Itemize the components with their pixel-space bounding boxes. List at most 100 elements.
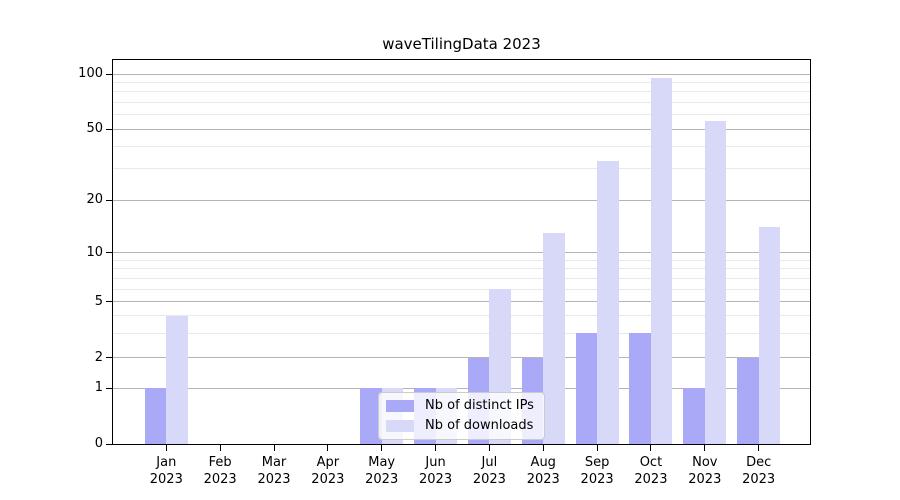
gridline-major bbox=[113, 252, 810, 254]
y-tick-label: 100 bbox=[78, 66, 103, 82]
x-tick-label: May 2023 bbox=[350, 454, 414, 488]
y-tick-label: 20 bbox=[86, 192, 103, 207]
x-tick-label: Jun 2023 bbox=[404, 454, 468, 488]
x-tick-label-year: 2023 bbox=[149, 472, 183, 487]
x-tick-label-year: 2023 bbox=[419, 472, 453, 487]
gridline-minor bbox=[113, 168, 810, 170]
bar-downloads bbox=[650, 78, 673, 444]
bar-distinct-ips bbox=[683, 388, 705, 444]
legend: Nb of distinct IPs Nb of downloads bbox=[378, 392, 545, 440]
x-tick-label-month: Nov bbox=[692, 455, 718, 470]
x-tick-label-month: Jan bbox=[156, 455, 177, 470]
legend-item-downloads: Nb of downloads bbox=[386, 419, 537, 433]
y-tick-mark bbox=[106, 301, 112, 303]
x-tick-mark bbox=[435, 445, 437, 451]
bar-distinct-ips bbox=[575, 333, 598, 444]
bar-distinct-ips bbox=[144, 388, 167, 444]
gridline-major bbox=[113, 387, 810, 389]
gridline-major bbox=[113, 301, 810, 303]
y-tick-mark bbox=[106, 387, 112, 389]
x-tick-label-month: Oct bbox=[639, 455, 663, 470]
x-tick-label-month: Aug bbox=[530, 455, 556, 470]
gridline-minor bbox=[113, 259, 810, 261]
x-tick-mark bbox=[327, 445, 329, 451]
y-tick-label: 10 bbox=[86, 244, 103, 260]
y-tick-label: 0 bbox=[94, 436, 103, 451]
gridline-minor bbox=[113, 91, 810, 93]
gridlines-layer bbox=[113, 60, 810, 444]
bar-distinct-ips bbox=[360, 388, 382, 444]
bar-distinct-ips bbox=[737, 357, 759, 444]
gridline-minor bbox=[113, 332, 810, 334]
legend-label-downloads: Nb of downloads bbox=[425, 418, 534, 433]
bar-downloads bbox=[704, 121, 727, 444]
x-tick-label-month: Jun bbox=[425, 455, 446, 470]
plot-area bbox=[112, 59, 811, 445]
x-tick-label: Jul 2023 bbox=[457, 454, 521, 488]
x-tick-label-year: 2023 bbox=[311, 472, 345, 487]
x-tick-mark bbox=[704, 445, 706, 451]
gridline-major bbox=[113, 199, 810, 201]
gridline-major bbox=[113, 128, 810, 130]
bar-downloads bbox=[166, 315, 188, 444]
x-tick-mark bbox=[381, 445, 383, 451]
y-tick-label: 2 bbox=[94, 349, 103, 365]
x-tick-mark bbox=[273, 445, 275, 451]
x-tick-label-year: 2023 bbox=[526, 472, 560, 487]
gridline-minor bbox=[113, 277, 810, 279]
x-tick-label-month: Jul bbox=[481, 455, 498, 470]
x-tick-label: Nov 2023 bbox=[673, 454, 737, 488]
x-tick-label: Apr 2023 bbox=[296, 454, 360, 488]
x-tick-label: Sep 2023 bbox=[565, 454, 629, 488]
x-tick-label-year: 2023 bbox=[203, 472, 237, 487]
x-tick-label-month: Apr bbox=[316, 455, 340, 470]
x-tick-label: Aug 2023 bbox=[511, 454, 575, 488]
gridline-minor bbox=[113, 101, 810, 103]
gridline-major bbox=[113, 73, 810, 75]
y-tick-mark bbox=[106, 357, 112, 359]
gridline-minor bbox=[113, 315, 810, 317]
y-tick-mark bbox=[106, 443, 112, 445]
x-tick-label: Mar 2023 bbox=[242, 454, 306, 488]
x-tick-mark bbox=[596, 445, 598, 451]
legend-swatch-distinct-ips bbox=[386, 400, 414, 412]
x-tick-label-month: Feb bbox=[208, 455, 232, 470]
x-tick-label-month: Mar bbox=[261, 455, 287, 470]
x-tick-label: Dec 2023 bbox=[727, 454, 791, 488]
x-tick-label-year: 2023 bbox=[742, 472, 776, 487]
x-tick-label-year: 2023 bbox=[580, 472, 614, 487]
x-tick-mark bbox=[758, 445, 760, 451]
bar-downloads bbox=[758, 227, 781, 444]
x-tick-label-month: Sep bbox=[584, 455, 610, 470]
x-tick-mark bbox=[219, 445, 221, 451]
gridline-major bbox=[113, 357, 810, 359]
x-tick-label-year: 2023 bbox=[257, 472, 291, 487]
gridline-minor bbox=[113, 145, 810, 147]
y-tick-label: 5 bbox=[94, 293, 103, 309]
x-tick-label: Oct 2023 bbox=[619, 454, 683, 488]
bar-downloads bbox=[597, 161, 619, 444]
y-tick-mark bbox=[106, 252, 112, 254]
legend-item-distinct-ips: Nb of distinct IPs bbox=[386, 399, 537, 413]
gridline-minor bbox=[113, 268, 810, 270]
y-tick-mark bbox=[106, 199, 112, 201]
x-tick-label-month: Dec bbox=[746, 455, 772, 470]
y-tick-mark bbox=[106, 128, 112, 130]
y-tick-label: 1 bbox=[94, 380, 103, 395]
x-tick-label-year: 2023 bbox=[688, 472, 722, 487]
gridline-minor bbox=[113, 81, 810, 83]
x-tick-mark bbox=[542, 445, 544, 451]
legend-label-distinct-ips: Nb of distinct IPs bbox=[425, 398, 534, 413]
gridline-minor bbox=[113, 114, 810, 116]
chart-title: waveTilingData 2023 bbox=[382, 35, 541, 53]
gridline-minor bbox=[113, 288, 810, 290]
x-tick-label-year: 2023 bbox=[472, 472, 506, 487]
y-tick-label: 50 bbox=[86, 121, 103, 136]
bar-distinct-ips bbox=[629, 333, 651, 444]
bar-downloads bbox=[543, 232, 565, 444]
x-tick-mark bbox=[165, 445, 167, 451]
x-tick-label-year: 2023 bbox=[634, 472, 668, 487]
legend-swatch-downloads bbox=[386, 420, 414, 432]
x-tick-label: Jan 2023 bbox=[134, 454, 198, 488]
x-tick-label-year: 2023 bbox=[365, 472, 399, 487]
